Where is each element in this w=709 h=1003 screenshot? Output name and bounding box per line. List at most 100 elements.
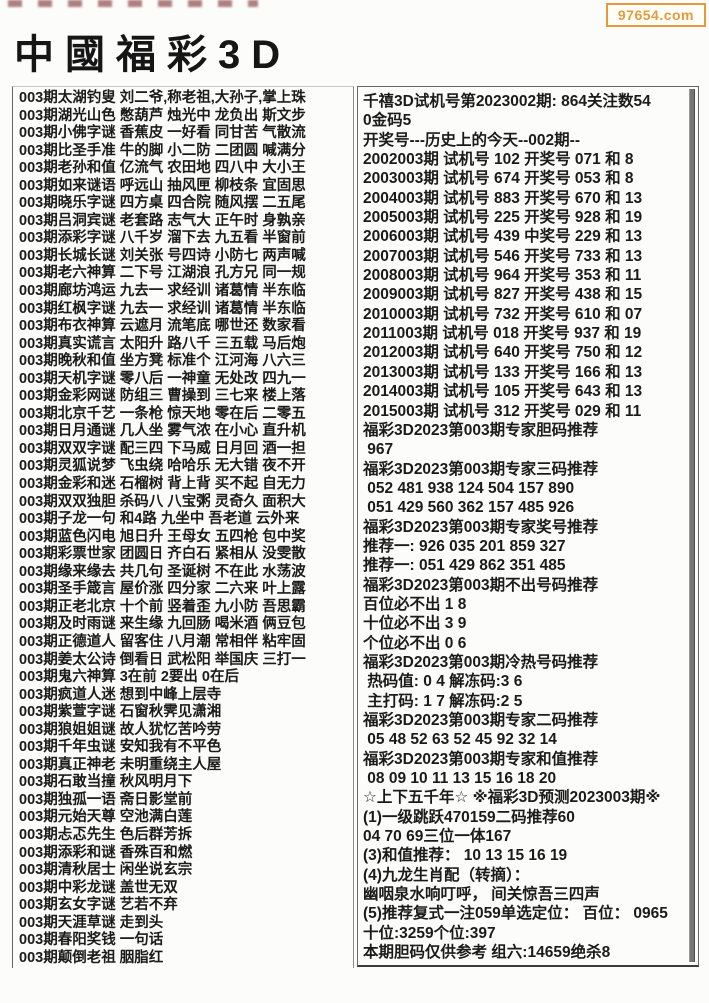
prediction-line: 福彩3D2023第003期冷热号码推荐: [363, 653, 599, 671]
riddle-row: 003期小佛字谜 香蕉皮 一好看 同甘苦 气散流: [19, 125, 306, 142]
riddle-row: 003期双双独胆 杀码八 八宝粥 灵奇久 面积大: [19, 493, 306, 510]
riddle-row: 003期晓乐字谜 四方桌 四合院 随风摆 二五尾: [19, 195, 306, 212]
prediction-line: 2010003期 试机号 732 开奖号 610 和 07: [363, 305, 643, 323]
prediction-line: 08 09 10 11 13 15 16 18 20: [363, 770, 557, 788]
riddle-row: 003期紫萱字谜 石窗秋霁见潇湘: [19, 704, 222, 721]
prediction-line: 福彩3D2023第003期专家二码推荐: [363, 712, 599, 729]
prediction-line: 百位必不出 1 8: [363, 595, 467, 613]
predictions-panel: 千禧3D试机号第2023002期: 864关注数54 0金码5 开奖号---历史上的…: [357, 86, 699, 967]
prediction-line: 051 429 560 362 157 485 926: [363, 499, 575, 517]
riddle-row: 003期狼姐姐谜 故人犹忆苦吟劳: [19, 721, 222, 738]
prediction-line: 2011003期 试机号 018 开奖号 937 和 19: [363, 325, 642, 343]
prediction-line: 2002003期 试机号 102 开奖号 071 和 8: [363, 151, 634, 169]
riddle-row: 003期老孙和值 亿流气 农田地 四八中 大小王: [19, 160, 306, 177]
riddle-row: 003期独孤一语 斋日影堂前: [19, 791, 193, 808]
prediction-line: 2008003期 试机号 964 开奖号 353 和 11: [363, 267, 642, 285]
riddle-row: 003期太湖钓叟 刘二爷,称老祖,大孙子,掌上珠: [19, 90, 306, 106]
riddle-row: 003期老六神算 二下号 江湖浪 孔方兄 同一规: [19, 265, 306, 282]
prediction-line: (5)推荐复式一注059单选定位： 百位： 0965: [363, 905, 668, 923]
prediction-line: 推荐一: 051 429 862 351 485: [363, 557, 566, 575]
riddle-row: 003期圣手箴言 屋价涨 四分家 二六来 叶上露: [19, 581, 306, 598]
riddle-row: 003期彩票世家 团圆日 齐白石 紧相从 没雯散: [19, 546, 306, 563]
prediction-line: 福彩3D2023第003期不出号码推荐: [363, 576, 599, 594]
riddle-row: 003期元始天尊 空池满白莲: [19, 809, 193, 826]
riddle-row: 003期真正神老 未明重绕主人屋: [19, 756, 222, 773]
prediction-line: (1)一级跳跃470159二码推荐60: [363, 808, 575, 826]
riddle-row: 003期鬼六神算 3在前 2要出 0在后: [19, 669, 239, 686]
riddle-row: 003期金彩和迷 石榴树 背上背 买不起 自无力: [19, 476, 306, 493]
riddle-row: 003期金彩网谜 防组三 曹操到 三七来 楼上落: [19, 388, 306, 405]
riddle-row: 003期中彩龙谜 盖世无双: [19, 879, 178, 896]
prediction-line: (3)和值推荐： 10 13 15 16 19: [363, 847, 568, 865]
page-title: 中國福彩3D: [14, 33, 292, 77]
top-edge-artifact: [8, 0, 258, 7]
prediction-line: 福彩3D2023第003期专家和值推荐: [363, 750, 599, 768]
prediction-line: 福彩3D2023第003期专家胆码推荐: [363, 421, 599, 439]
riddle-row: 003期晚秋和值 坐方凳 标准个 江河海 八六三: [19, 353, 306, 370]
riddle-row: 003期天机字谜 零八后 一神童 无处改 四九一: [19, 370, 306, 387]
riddle-row: 003期日月通谜 几人坐 雾气浓 在小心 直升机: [19, 423, 306, 440]
riddle-row: 003期缘来缘去 共几句 圣诞树 不在此 水荡波: [19, 563, 306, 580]
riddle-row: 003期疯道人迷 想到中峰上层寺: [19, 686, 222, 703]
riddle-row: 003期蓝色闪电 旭日升 王母女 五四枪 包中奖: [19, 528, 306, 545]
riddle-row: 003期添彩字谜 八千岁 溜下去 九五看 半窗前: [19, 230, 306, 247]
riddle-row: 003期及时雨谜 来生缘 九回肠 喝米酒 俩豆包: [19, 616, 306, 633]
prediction-line: 2006003期 试机号 439 中奖号 229 和 13: [363, 228, 643, 246]
prediction-line: 十位必不出 3 9: [363, 615, 467, 633]
riddle-row: 003期忐忑先生 色后群芳拆: [19, 826, 193, 843]
prediction-line: 十位:3259个位:397: [363, 924, 496, 942]
riddle-row: 003期颠倒老祖 胭脂红: [19, 949, 164, 966]
prediction-line: 052 481 938 124 504 157 890: [363, 479, 575, 497]
riddle-row: 003期正德道人 留客住 八月潮 常相伴 粘牢固: [19, 633, 306, 650]
riddle-row: 003期如来谜语 呼远山 抽风匣 柳枝条 宜固思: [19, 177, 306, 194]
scrollbar-thumb[interactable]: [689, 89, 695, 962]
riddle-row: 003期千年虫谜 安知我有不平色: [19, 739, 222, 756]
prediction-line: 福彩3D2023第003期专家三码推荐: [363, 460, 599, 478]
riddle-row: 003期北京千艺 一条枪 惊天地 零在后 二零五: [19, 405, 306, 422]
prediction-line: (4)九龙生肖配（转摘）：: [363, 866, 530, 884]
riddles-panel: 003期太湖钓叟 刘二爷,称老祖,大孙子,掌上珠 003期湖光山色 憋葫芦 烛光中…: [12, 86, 354, 968]
prediction-line: 2012003期 试机号 640 开奖号 750 和 12: [363, 344, 643, 362]
riddle-row: 003期布衣神算 云遮月 流笔底 哪世还 数家看: [19, 318, 306, 335]
riddle-row: 003期红枫字谜 九去一 求经训 诸葛情 半东临: [19, 300, 306, 317]
riddle-row: 003期长城长谜 刘关张 号四诗 小防七 两声喊: [19, 247, 306, 264]
riddle-row: 003期清秋居士 闲坐说玄宗: [19, 862, 193, 879]
prediction-line: 2015003期 试机号 312 开奖号 029 和 11: [363, 402, 642, 420]
prediction-line: 2007003期 试机号 546 开奖号 733 和 13: [363, 247, 643, 265]
watermark-badge[interactable]: 97654.com: [605, 3, 706, 27]
prediction-line: 2005003期 试机号 225 开奖号 928 和 19: [363, 209, 643, 227]
riddle-row: 003期湖光山色 憋葫芦 烛光中 龙负出 斯文步: [19, 107, 306, 124]
riddle-row: 003期春阳奖钱 一句话: [19, 932, 164, 949]
riddle-row: 003期真实谎言 太阳升 路八千 三五载 马后炮: [19, 335, 306, 352]
prediction-line: 推荐一: 926 035 201 859 327: [363, 537, 566, 555]
riddle-row: 003期吕洞宾谜 老套路 志气大 正午时 身孰亲: [19, 212, 306, 229]
prediction-line: 热码值: 0 4 解冻码:3 6: [363, 673, 523, 691]
prediction-lines: 千禧3D试机号第2023002期: 864关注数54 0金码5 开奖号---历史上的…: [363, 92, 686, 962]
prediction-line: 967: [363, 441, 394, 459]
prediction-line: 2009003期 试机号 827 开奖号 438 和 15: [363, 286, 643, 304]
prediction-line: 04 70 69三位一体167: [363, 828, 512, 846]
prediction-line: 本期胆码仅供参考 组六:14659绝杀8: [363, 944, 611, 962]
riddle-row: 003期比圣手准 牛的脚 小二防 二团圆 喊满分: [19, 142, 306, 159]
riddle-row: 003期添彩和谜 香殊百和燃: [19, 844, 193, 861]
prediction-line: 福彩3D2023第003期专家奖号推荐: [363, 518, 599, 536]
riddle-row: 003期子龙一句 和4路 九坐中 吾老道 云外来: [19, 511, 300, 528]
prediction-line: 05 48 52 63 52 45 92 32 14: [363, 731, 557, 749]
prediction-line: 0金码5: [363, 112, 412, 130]
riddle-row: 003期正老北京 十个前 竖着歪 九小防 吾思霸: [19, 598, 306, 615]
riddle-row: 003期天涯草谜 走到头: [19, 914, 164, 931]
prediction-line: 2013003期 试机号 133 开奖号 166 和 13: [363, 363, 643, 381]
prediction-line: 开奖号---历史上的今天--002期--: [363, 131, 580, 149]
prediction-line: 幽咽泉水响叮呼， 间关惊吾三四声: [363, 886, 600, 904]
riddle-row: 003期玄女字谜 艺若不弃: [19, 897, 178, 914]
riddle-row: 003期姜太公诗 倒看日 武松阳 举国庆 三打一: [19, 651, 306, 668]
prediction-line: 千禧3D试机号第2023002期: 864关注数54: [363, 93, 651, 110]
riddle-row: 003期双双字谜 配三四 下马威 日月回 酒一担: [19, 440, 306, 457]
prediction-line: 2003003期 试机号 674 开奖号 053 和 8: [363, 170, 634, 188]
prediction-line: 2004003期 试机号 883 开奖号 670 和 13: [363, 189, 643, 207]
prediction-line: ☆上下五千年☆ ※福彩3D预测2023003期※: [363, 789, 661, 807]
prediction-line: 主打码: 1 7 解冻码:2 5: [363, 692, 523, 710]
prediction-line: 2014003期 试机号 105 开奖号 643 和 13: [363, 383, 643, 401]
riddle-row: 003期廊坊鸿运 九去一 求经训 诸葛情 半东临: [19, 283, 306, 300]
riddle-row: 003期灵狐说梦 飞虫绕 哈哈乐 无大错 夜不开: [19, 458, 306, 475]
